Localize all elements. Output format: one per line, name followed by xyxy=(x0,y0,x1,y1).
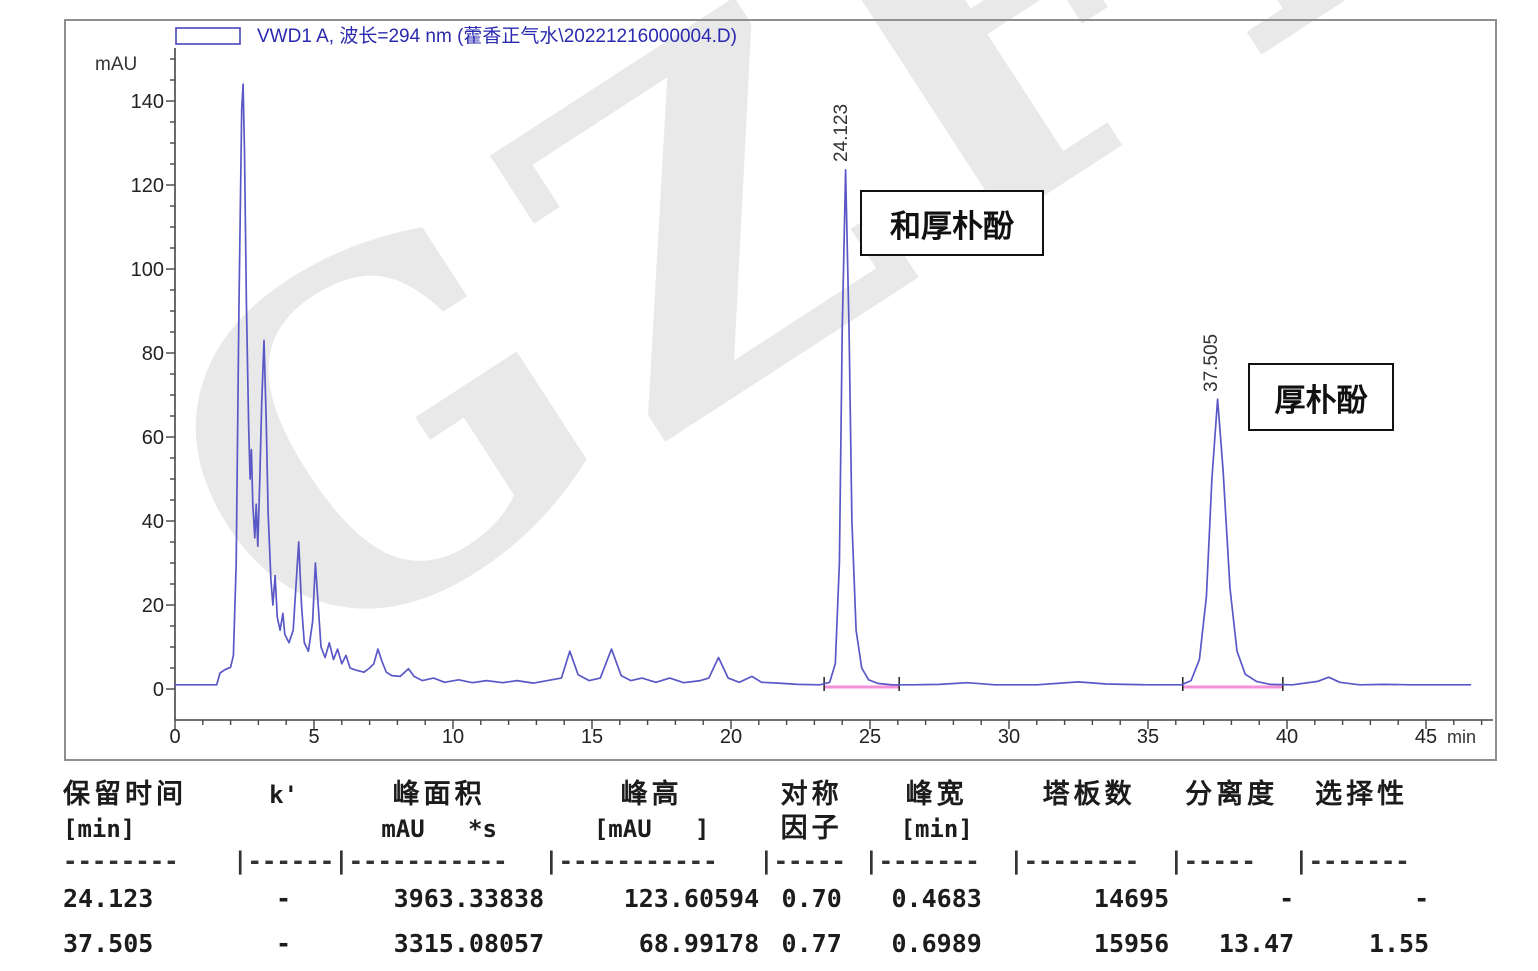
x-tick-label: 0 xyxy=(169,726,180,748)
x-tick-label: 35 xyxy=(1137,726,1159,748)
cell-selectivity: - xyxy=(1414,884,1430,913)
col-header-peak-area: 峰面积 xyxy=(392,779,486,810)
col-header-resolution: 分离度 xyxy=(1185,779,1279,810)
x-tick-label: 20 xyxy=(720,726,742,748)
cell-area: 3315.08057 xyxy=(393,929,545,958)
signal-trace xyxy=(174,83,1472,686)
axis-ticks xyxy=(166,58,1483,729)
peak1-compound-label: 和厚朴酚 xyxy=(890,208,1014,245)
integration-baselines xyxy=(823,677,1284,691)
cell-selectivity: 1.55 xyxy=(1368,929,1430,958)
unit-selectivity xyxy=(1294,812,1429,846)
unit-symmetry: 因子 xyxy=(780,813,843,844)
cell-plates: 14695 xyxy=(1093,884,1170,913)
separator-cell: |------- xyxy=(864,847,980,875)
separator-cell: |-------- xyxy=(1009,847,1140,875)
y-tick-label: 120 xyxy=(131,175,164,197)
separator-cell: |------ xyxy=(233,847,335,875)
peak1-compound-box: 和厚朴酚 xyxy=(860,190,1044,256)
table-header-row1: 保留时间 k' 峰面积 峰高 对称 峰宽 塔板数 分离度 选择性 xyxy=(63,778,1429,812)
separator-cell: |----------- xyxy=(334,847,508,875)
table-separator-row: -------- |------ |----------- |---------… xyxy=(63,846,1429,876)
peak-results-table-wrap: 保留时间 k' 峰面积 峰高 对称 峰宽 塔板数 分离度 选择性 [min] m… xyxy=(63,778,1429,966)
col-header-k: k' xyxy=(269,781,299,809)
x-tick-label: 15 xyxy=(581,726,603,748)
unit-plates xyxy=(1009,812,1169,846)
separator-cell: |------- xyxy=(1294,847,1410,875)
cell-width: 0.6989 xyxy=(891,929,982,958)
col-header-retention-time: 保留时间 xyxy=(63,779,187,810)
peak2-rt-label: 37.505 xyxy=(1201,334,1222,392)
col-header-peak-height: 峰高 xyxy=(620,779,683,810)
y-tick-label: 40 xyxy=(142,511,164,533)
unit-resolution xyxy=(1169,812,1294,846)
y-tick-label: 140 xyxy=(131,91,164,113)
unit-retention-time: [min] xyxy=(63,815,136,843)
y-tick-label: 100 xyxy=(131,259,164,281)
separator-cell: -------- xyxy=(63,847,179,875)
x-tick-label: 10 xyxy=(442,726,464,748)
cell-resolution: 13.47 xyxy=(1218,929,1295,958)
x-axis-unit-label: min xyxy=(1447,727,1476,747)
x-tick-label: 45 xyxy=(1415,726,1437,748)
table-row: 24.123 - 3963.33838 123.60594 0.70 0.468… xyxy=(63,876,1429,921)
y-tick-label: 60 xyxy=(142,427,164,449)
peak2-compound-label: 厚朴酚 xyxy=(1274,382,1368,419)
unit-peak-height: [mAU ] xyxy=(593,815,710,843)
cell-resolution: - xyxy=(1279,884,1295,913)
table-row: 37.505 - 3315.08057 68.99178 0.77 0.6989… xyxy=(63,921,1429,966)
legend-swatch xyxy=(175,27,241,45)
cell-height: 68.99178 xyxy=(638,929,760,958)
axis-tick-labels: 0 5 10 15 20 25 30 35 40 45 0 20 40 60 80 100 120 140 xyxy=(131,91,1438,748)
y-tick-label: 20 xyxy=(142,595,164,617)
unit-k xyxy=(233,812,334,846)
x-tick-label: 5 xyxy=(308,726,319,748)
separator-cell: |----- xyxy=(759,847,846,875)
cell-rt: 24.123 xyxy=(63,884,154,913)
cell-symmetry: 0.70 xyxy=(781,884,842,913)
separator-cell: |----------- xyxy=(544,847,718,875)
peak2-compound-box: 厚朴酚 xyxy=(1248,363,1394,431)
cell-width: 0.4683 xyxy=(891,884,982,913)
cell-area: 3963.33838 xyxy=(393,884,545,913)
col-header-peak-width: 峰宽 xyxy=(905,779,968,810)
col-header-plates: 塔板数 xyxy=(1042,779,1136,810)
col-header-symmetry: 对称 xyxy=(780,779,843,810)
x-tick-label: 40 xyxy=(1276,726,1298,748)
cell-rt: 37.505 xyxy=(63,929,154,958)
x-tick-label: 25 xyxy=(859,726,881,748)
cell-k: - xyxy=(276,929,292,958)
y-axis-unit-label: mAU xyxy=(95,54,137,75)
legend-label: VWD1 A, 波长=294 nm (藿香正气水\20221216000004.… xyxy=(257,25,737,47)
table-header-row2: [min] mAU *s [mAU ] 因子 [min] xyxy=(63,812,1429,846)
chromatogram-chart: 0 5 10 15 20 25 30 35 40 45 0 20 40 60 80 100 120 140 mAU… xyxy=(95,25,1493,748)
y-tick-label: 0 xyxy=(153,679,164,701)
y-tick-label: 80 xyxy=(142,343,164,365)
separator-cell: |----- xyxy=(1169,847,1256,875)
x-tick-label: 30 xyxy=(998,726,1020,748)
cell-symmetry: 0.77 xyxy=(781,929,842,958)
peak1-rt-label: 24.123 xyxy=(831,104,852,162)
unit-peak-area: mAU *s xyxy=(381,815,497,843)
cell-height: 123.60594 xyxy=(623,884,760,913)
col-header-selectivity: 选择性 xyxy=(1315,779,1409,810)
unit-peak-width: [min] xyxy=(900,815,973,843)
cell-k: - xyxy=(276,884,292,913)
cell-plates: 15956 xyxy=(1093,929,1170,958)
peak-results-table: 保留时间 k' 峰面积 峰高 对称 峰宽 塔板数 分离度 选择性 [min] m… xyxy=(63,778,1429,966)
